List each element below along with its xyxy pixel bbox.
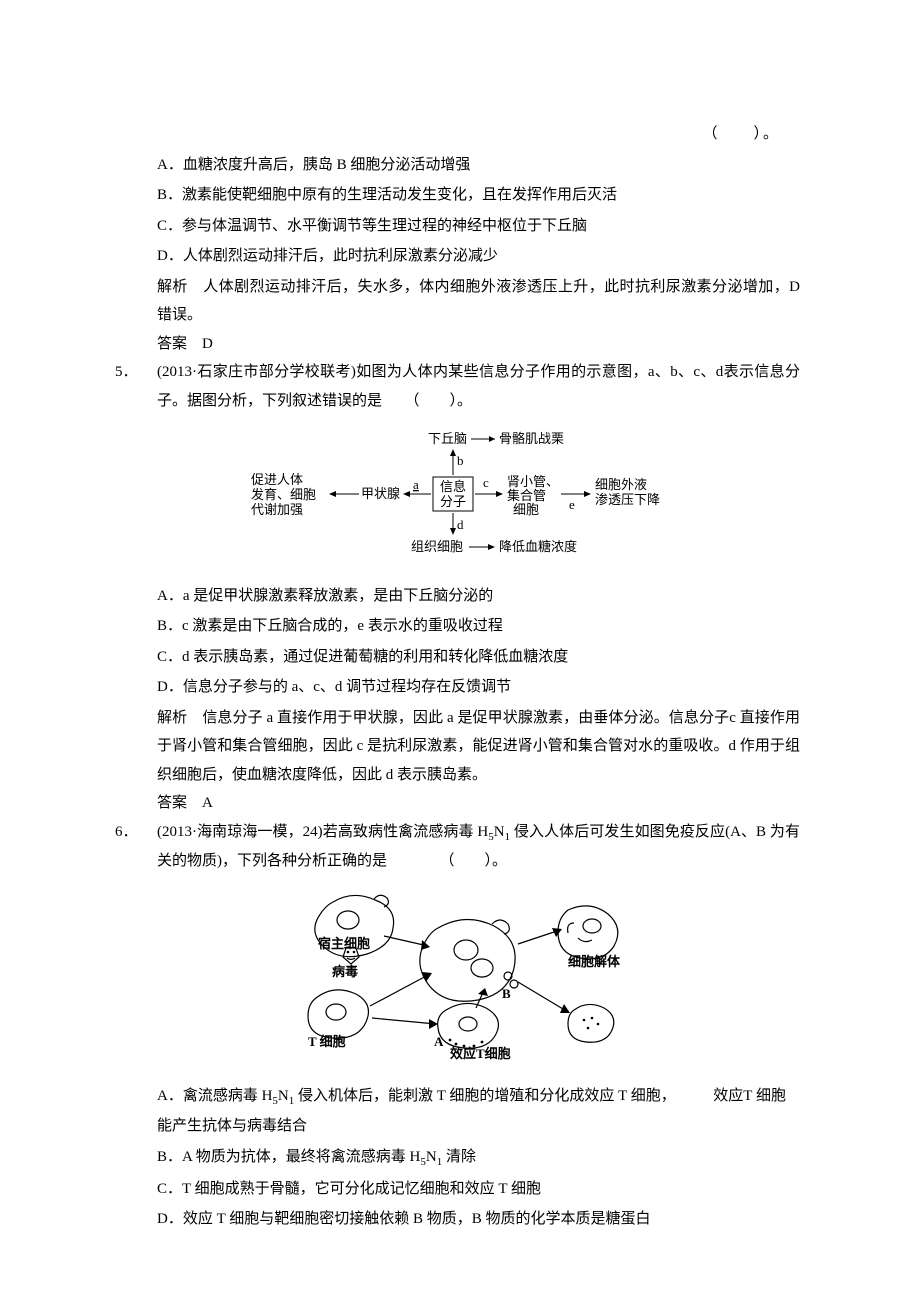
q5-option-a: A．a 是促甲状腺激素释放激素，是由下丘脑分泌的 bbox=[157, 582, 800, 611]
q5-thyroid: 甲状腺 bbox=[361, 486, 400, 501]
q5-rm-l1: 肾小管、 bbox=[507, 474, 559, 489]
q4-analysis-text: 人体剧烈运动排汗后，失水多，体内细胞外液渗透压上升，此时抗利尿激素分泌增加，D … bbox=[157, 279, 800, 324]
q6-b-pre: B．A 物质为抗体，最终将禽流感病毒 H bbox=[157, 1149, 420, 1165]
q5-left-l2: 发育、细胞 bbox=[251, 487, 316, 502]
q6-eff-label: 效应T细胞 bbox=[450, 1046, 511, 1060]
q6-stem-m1: N bbox=[494, 824, 505, 840]
answer-label: 答案 bbox=[157, 795, 187, 811]
q6-number: 6． bbox=[115, 818, 157, 876]
q5-label-c: c bbox=[483, 475, 489, 490]
q5-answer-value: A bbox=[202, 795, 213, 811]
q6-b-mid: N bbox=[426, 1149, 437, 1165]
q5-option-b: B．c 激素是由下丘脑合成的，e 表示水的重吸收过程 bbox=[157, 612, 800, 641]
answer-label: 答案 bbox=[157, 336, 187, 352]
q5-answer: 答案 A bbox=[115, 789, 800, 818]
q6-a-mid: N bbox=[278, 1088, 289, 1104]
q5-rm-l3: 细胞 bbox=[513, 502, 539, 517]
q4-answer-value: D bbox=[202, 336, 213, 352]
q5-diagram-svg: 下丘脑 骨骼肌战栗 b 信息 分子 a 甲状腺 bbox=[243, 429, 673, 559]
q5-figure: 下丘脑 骨骼肌战栗 b 信息 分子 a 甲状腺 bbox=[115, 429, 800, 570]
q6-stem: 6． (2013·海南琼海一模，24)若高致病性禽流感病毒 H5N1 侵入人体后… bbox=[115, 818, 800, 876]
q6-lysis-label: 细胞解体 bbox=[568, 954, 621, 969]
q4-option-a: A．血糖浓度升高后，胰岛 B 细胞分泌活动增强 bbox=[157, 151, 800, 180]
page: （ ）。 A．血糖浓度升高后，胰岛 B 细胞分泌活动增强 B．激素能使靶细胞中原… bbox=[0, 0, 920, 1316]
q5-stem: 5． (2013·石家庄市部分学校联考)如图为人体内某些信息分子作用的示意图，a… bbox=[115, 358, 800, 415]
q6-a-pre: A．禽流感病毒 H bbox=[157, 1088, 272, 1104]
q4-analysis: 解析 人体剧烈运动排汗后，失水多，体内细胞外液渗透压上升，此时抗利尿激素分泌增加… bbox=[115, 273, 800, 330]
q6-virus-label: 病毒 bbox=[332, 964, 358, 979]
q5-options: A．a 是促甲状腺激素释放激素，是由下丘脑分泌的 B．c 激素是由下丘脑合成的，… bbox=[115, 582, 800, 702]
q5-left-l1: 促进人体 bbox=[251, 472, 303, 487]
q5-center-l2: 分子 bbox=[440, 494, 466, 509]
q6-option-a: A．禽流感病毒 H5N1 侵入机体后，能刺激 T 细胞的增殖和分化成效应 T 细… bbox=[157, 1082, 800, 1140]
q6-text: (2013·海南琼海一模，24)若高致病性禽流感病毒 H5N1 侵入人体后可发生… bbox=[157, 818, 800, 876]
q5-top-r: 骨骼肌战栗 bbox=[499, 431, 564, 446]
q5-option-c: C．d 表示胰岛素，通过促进葡萄糖的利用和转化降低血糖浓度 bbox=[157, 643, 800, 672]
q5-number: 5． bbox=[115, 358, 157, 415]
q5-analysis-text: 信息分子 a 直接作用于甲状腺，因此 a 是促甲状腺激素，由垂体分泌。信息分子c… bbox=[157, 710, 800, 783]
q5-label-d: d bbox=[457, 517, 464, 532]
q6-options: A．禽流感病毒 H5N1 侵入机体后，能刺激 T 细胞的增殖和分化成效应 T 细… bbox=[115, 1082, 800, 1233]
q6-figure: 宿主细胞 病毒 T 细胞 效应T细胞 细胞解体 A B bbox=[115, 890, 800, 1071]
q6-host-label: 宿主细胞 bbox=[318, 936, 370, 951]
q5-label-a: a bbox=[413, 477, 419, 492]
q5-bottom-l: 组织细胞 bbox=[411, 539, 463, 554]
q4-answer: 答案 D bbox=[115, 330, 800, 359]
q4-option-b: B．激素能使靶细胞中原有的生理活动发生变化，且在发挥作用后灭活 bbox=[157, 181, 800, 210]
q5-option-d: D．信息分子参与的 a、c、d 调节过程均存在反馈调节 bbox=[157, 673, 800, 702]
q6-option-d: D．效应 T 细胞与靶细胞密切接触依赖 B 物质，B 物质的化学本质是糖蛋白 bbox=[157, 1205, 800, 1234]
q5-label-e: e bbox=[569, 497, 575, 512]
q4-options: A．血糖浓度升高后，胰岛 B 细胞分泌活动增强 B．激素能使靶细胞中原有的生理活… bbox=[115, 151, 800, 271]
q6-stem-p1: 若高致病性禽流感病毒 H bbox=[323, 824, 489, 840]
q5-bottom-r: 降低血糖浓度 bbox=[499, 539, 577, 554]
q6-tcell-label: T 细胞 bbox=[308, 1034, 346, 1049]
q6-A-label: A bbox=[434, 1034, 444, 1049]
q6-b-post: 清除 bbox=[442, 1149, 476, 1165]
q5-analysis: 解析 信息分子 a 直接作用于甲状腺，因此 a 是促甲状腺激素，由垂体分泌。信息… bbox=[115, 704, 800, 790]
q5-left-l3: 代谢加强 bbox=[251, 502, 303, 517]
q4-option-c: C．参与体温调节、水平衡调节等生理过程的神经中枢位于下丘脑 bbox=[157, 212, 800, 241]
q6-source: (2013·海南琼海一模，24) bbox=[157, 824, 323, 840]
q5-source: (2013·石家庄市部分学校联考) bbox=[157, 364, 356, 380]
q6-B-label: B bbox=[502, 986, 511, 1001]
q5-fr-l2: 渗透压下降 bbox=[595, 492, 660, 507]
q6-option-b: B．A 物质为抗体，最终将禽流感病毒 H5N1 清除 bbox=[157, 1143, 800, 1173]
q5-rm-l2: 集合管 bbox=[507, 488, 546, 503]
q5-top-l: 下丘脑 bbox=[428, 431, 467, 446]
q4-option-d: D．人体剧烈运动排汗后，此时抗利尿激素分泌减少 bbox=[157, 242, 800, 271]
q5-text: (2013·石家庄市部分学校联考)如图为人体内某些信息分子作用的示意图，a、b、… bbox=[157, 358, 800, 415]
analysis-label: 解析 bbox=[157, 710, 187, 726]
q5-fr-l1: 细胞外液 bbox=[595, 477, 647, 492]
q6-diagram-svg: 宿主细胞 病毒 T 细胞 效应T细胞 细胞解体 A B bbox=[278, 890, 638, 1060]
q6-option-c: C．T 细胞成熟于骨髓，它可分化成记忆细胞和效应 T 细胞 bbox=[157, 1175, 800, 1204]
q4-paren-marker: （ ）。 bbox=[115, 120, 800, 149]
analysis-label: 解析 bbox=[157, 279, 188, 295]
q5-center-l1: 信息 bbox=[440, 479, 466, 494]
q5-label-b: b bbox=[457, 453, 464, 468]
